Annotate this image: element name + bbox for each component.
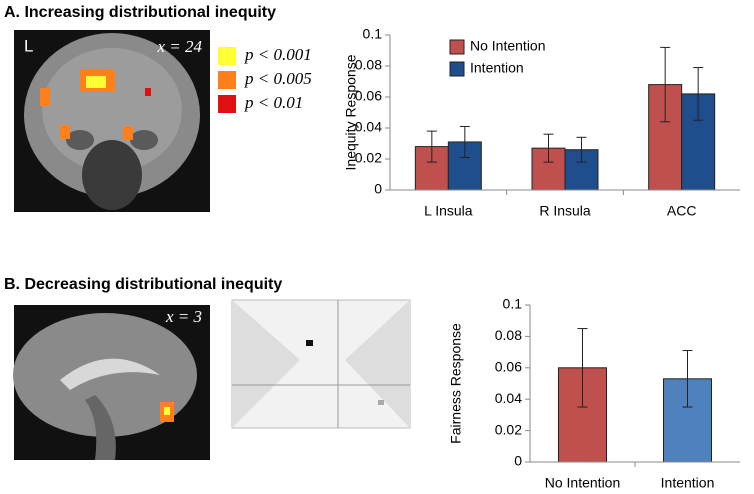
y-tick-label: 0.04 bbox=[495, 390, 522, 406]
y-tick-label: 0.06 bbox=[495, 359, 522, 375]
legend-swatch bbox=[449, 39, 465, 55]
error-bar bbox=[577, 328, 588, 408]
panel-title: B. Decreasing distributional inequity bbox=[4, 276, 282, 293]
legend-swatch bbox=[218, 95, 236, 113]
y-tick-label: 0.08 bbox=[495, 327, 522, 343]
legend-label: p < 0.01 bbox=[244, 93, 303, 112]
error-bar bbox=[426, 130, 437, 163]
error-bar bbox=[543, 133, 554, 163]
x-tick-label: Intention bbox=[661, 475, 715, 491]
x-tick-label: ACC bbox=[667, 203, 697, 219]
legend-label: p < 0.001 bbox=[244, 45, 312, 64]
threshold-legend: p < 0.001 p < 0.005 p < 0.01 bbox=[218, 45, 312, 113]
y-tick-label: 0.04 bbox=[355, 119, 382, 135]
y-tick-label: 0 bbox=[514, 453, 522, 469]
error-bar bbox=[576, 136, 587, 163]
legend-label: Intention bbox=[470, 60, 524, 76]
y-tick-label: 0.02 bbox=[355, 150, 382, 166]
y-tick-label: 0.1 bbox=[363, 26, 383, 42]
image-label: L bbox=[24, 36, 33, 55]
legend-label: p < 0.005 bbox=[244, 69, 312, 88]
y-axis-label: Fairness Response bbox=[448, 323, 464, 444]
brain-image: L x = 24 bbox=[14, 30, 210, 212]
legend-swatch bbox=[218, 47, 236, 65]
x-tick-label: No Intention bbox=[545, 475, 621, 491]
image-label: x = 3 bbox=[165, 307, 202, 326]
error-bar bbox=[682, 350, 693, 408]
y-tick-label: 0.06 bbox=[355, 88, 382, 104]
y-axis-label: Inequity Response bbox=[343, 54, 359, 170]
y-tick-label: 0 bbox=[374, 181, 382, 197]
glass-brain bbox=[231, 299, 411, 429]
error-bar bbox=[459, 125, 470, 158]
y-tick-label: 0.02 bbox=[495, 421, 522, 437]
legend-swatch bbox=[449, 61, 465, 77]
panel-title: A. Increasing distributional inequity bbox=[4, 4, 276, 21]
error-bar bbox=[660, 46, 671, 123]
x-tick-label: L Insula bbox=[424, 203, 473, 219]
y-tick-label: 0.08 bbox=[355, 57, 382, 73]
error-bar bbox=[693, 67, 704, 121]
legend-label: No Intention bbox=[470, 38, 546, 54]
brain-image: x = 3 bbox=[13, 305, 210, 460]
y-tick-label: 0.1 bbox=[503, 296, 523, 312]
legend-swatch bbox=[218, 71, 236, 89]
x-tick-label: R Insula bbox=[539, 203, 591, 219]
image-label: x = 24 bbox=[156, 37, 202, 56]
